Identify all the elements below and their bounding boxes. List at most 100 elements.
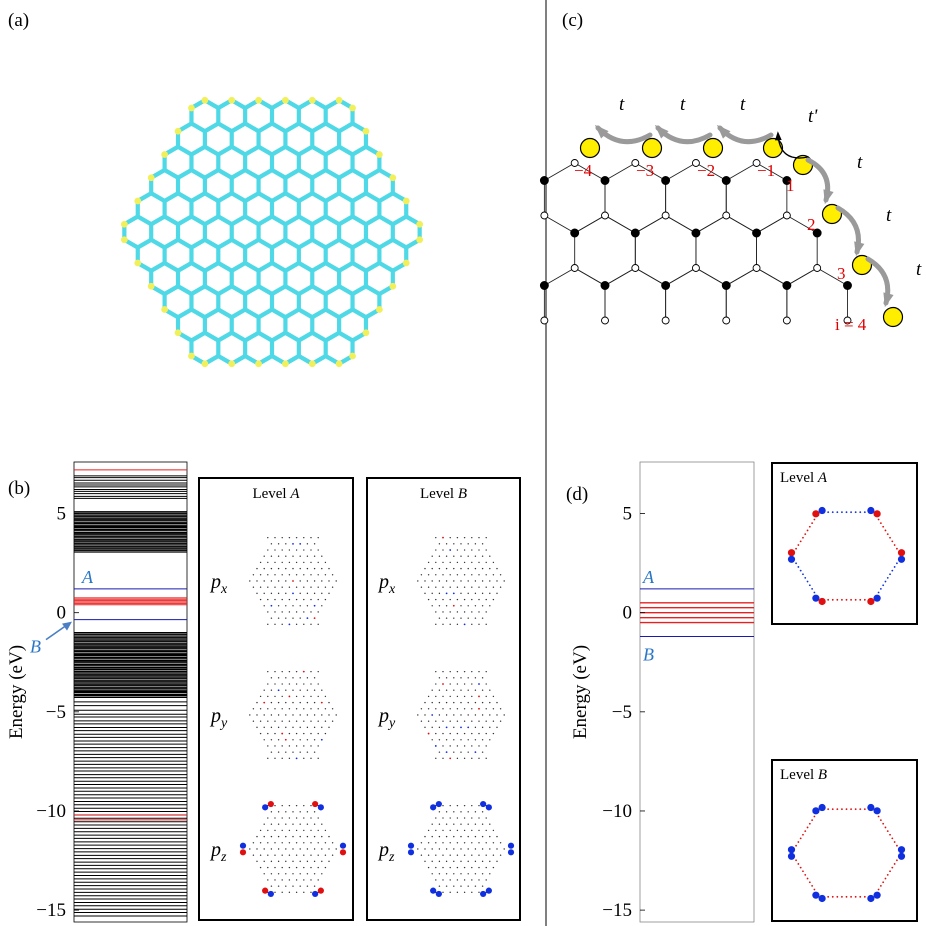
amplitude-dot (474, 580, 477, 582)
amplitude-dot (463, 745, 466, 747)
amplitude-dot (299, 580, 301, 582)
edge-atom (308, 96, 316, 104)
amplitude-dot (438, 617, 441, 619)
amplitude-dot (485, 683, 487, 685)
amplitude-dot (449, 854, 451, 856)
site-label: 3 (837, 264, 846, 283)
amplitude-dot (449, 574, 451, 576)
amplitude-dot (420, 842, 423, 844)
amplitude-dot (442, 598, 444, 601)
lattice-site-filled (812, 228, 822, 238)
lattice-bond (544, 215, 575, 234)
amplitude-dot (259, 708, 262, 710)
amplitude-dot (295, 695, 298, 698)
y-tick-label: 5 (57, 504, 67, 525)
edge-amplitude-dot (827, 895, 830, 898)
y-tick-label: −10 (36, 801, 66, 822)
hopping-label: t (857, 152, 863, 173)
amplitude-dot (285, 823, 287, 825)
amplitude-dot (442, 757, 444, 760)
amplitude-dot (445, 677, 448, 679)
edge-atom (416, 236, 424, 244)
amplitude-dot (435, 611, 437, 613)
amplitude-dot (310, 757, 312, 760)
amplitude-dot (281, 854, 283, 856)
amplitude-dot (292, 605, 294, 607)
amplitude-dot (445, 580, 448, 582)
lattice-site-filled (661, 176, 671, 185)
amplitude-dot (449, 804, 451, 807)
amplitude-dot (252, 586, 255, 588)
amplitude-dot (267, 720, 269, 722)
amplitude-dot (435, 842, 437, 844)
lattice-site-open (631, 159, 640, 167)
amplitude-dot (489, 739, 491, 741)
edge-amplitude-dot (845, 511, 848, 514)
amplitude-dot (288, 757, 291, 760)
lattice-bond (310, 214, 328, 227)
amplitude-dot (438, 592, 441, 595)
lattice-site-open (752, 159, 761, 167)
lattice-bond (323, 284, 342, 297)
lattice-site-open (691, 264, 700, 272)
edge-amplitude-dot (836, 511, 839, 514)
lattice-bond (296, 237, 315, 250)
edge-amplitude-dot (806, 826, 809, 829)
amplitude-dot (463, 720, 466, 722)
edge-amplitude-dot (859, 598, 862, 601)
edge-amplitude-dot (889, 833, 891, 836)
lattice-bond (202, 307, 221, 320)
amplitude-dot (453, 543, 455, 545)
lattice-bond (350, 237, 369, 250)
lattice-bond (323, 144, 342, 157)
amplitude-dot (474, 885, 477, 887)
spectrum-b: 5 0 −5 −10 −15 Energy (eV) A B (6, 461, 188, 923)
site-label: 1 (786, 176, 795, 195)
lattice-bond (256, 284, 275, 297)
lattice-bond (350, 307, 369, 320)
lattice-bond (283, 121, 301, 134)
amplitude-dot (263, 605, 265, 607)
amplitude-dot (281, 708, 283, 710)
amplitude-dot (270, 617, 273, 619)
lattice-bond (390, 237, 409, 250)
amplitude-dot (431, 580, 433, 582)
lattice-site-filled (539, 281, 549, 290)
corner-amplitude (867, 894, 875, 903)
amplitude-dot (306, 726, 309, 729)
amplitude-dot (263, 873, 265, 875)
edge-amplitude-dot (811, 884, 814, 887)
amplitude-dot (471, 536, 473, 539)
edge-amplitude-dot (854, 511, 857, 514)
edge-amplitude-dot (813, 888, 816, 891)
amplitude-dot (263, 592, 265, 595)
orbital-label-py: py (209, 705, 228, 731)
amplitude-dot (438, 701, 441, 704)
amplitude-dot (306, 580, 309, 582)
corner-amplitude (407, 842, 415, 849)
amplitude-dot (481, 860, 484, 863)
amplitude-dot (303, 817, 305, 819)
amplitude-dot (481, 835, 484, 838)
y-tick-label: 0 (57, 603, 67, 624)
amplitude-dot (492, 586, 495, 588)
amplitude-dot (485, 536, 487, 539)
edge-amplitude-dot (877, 591, 880, 594)
amplitude-dot (303, 623, 305, 626)
amplitude-dot (489, 605, 491, 607)
edge-amplitude-dot (889, 536, 891, 539)
corner-amplitude (787, 549, 796, 557)
amplitude-dot (306, 617, 309, 620)
amplitude-dot (474, 617, 477, 619)
amplitude-dot (496, 848, 498, 850)
amplitude-dot (249, 580, 251, 582)
edge-amplitude-dot (841, 511, 843, 514)
amplitude-dot (449, 757, 452, 760)
lattice-bond (363, 214, 382, 227)
amplitude-dot (303, 574, 305, 576)
lattice-bond (189, 284, 207, 297)
amplitude-dot (277, 751, 280, 753)
amplitude-dot (295, 891, 298, 894)
chain-site (579, 137, 601, 159)
amplitude-dot (288, 598, 291, 601)
